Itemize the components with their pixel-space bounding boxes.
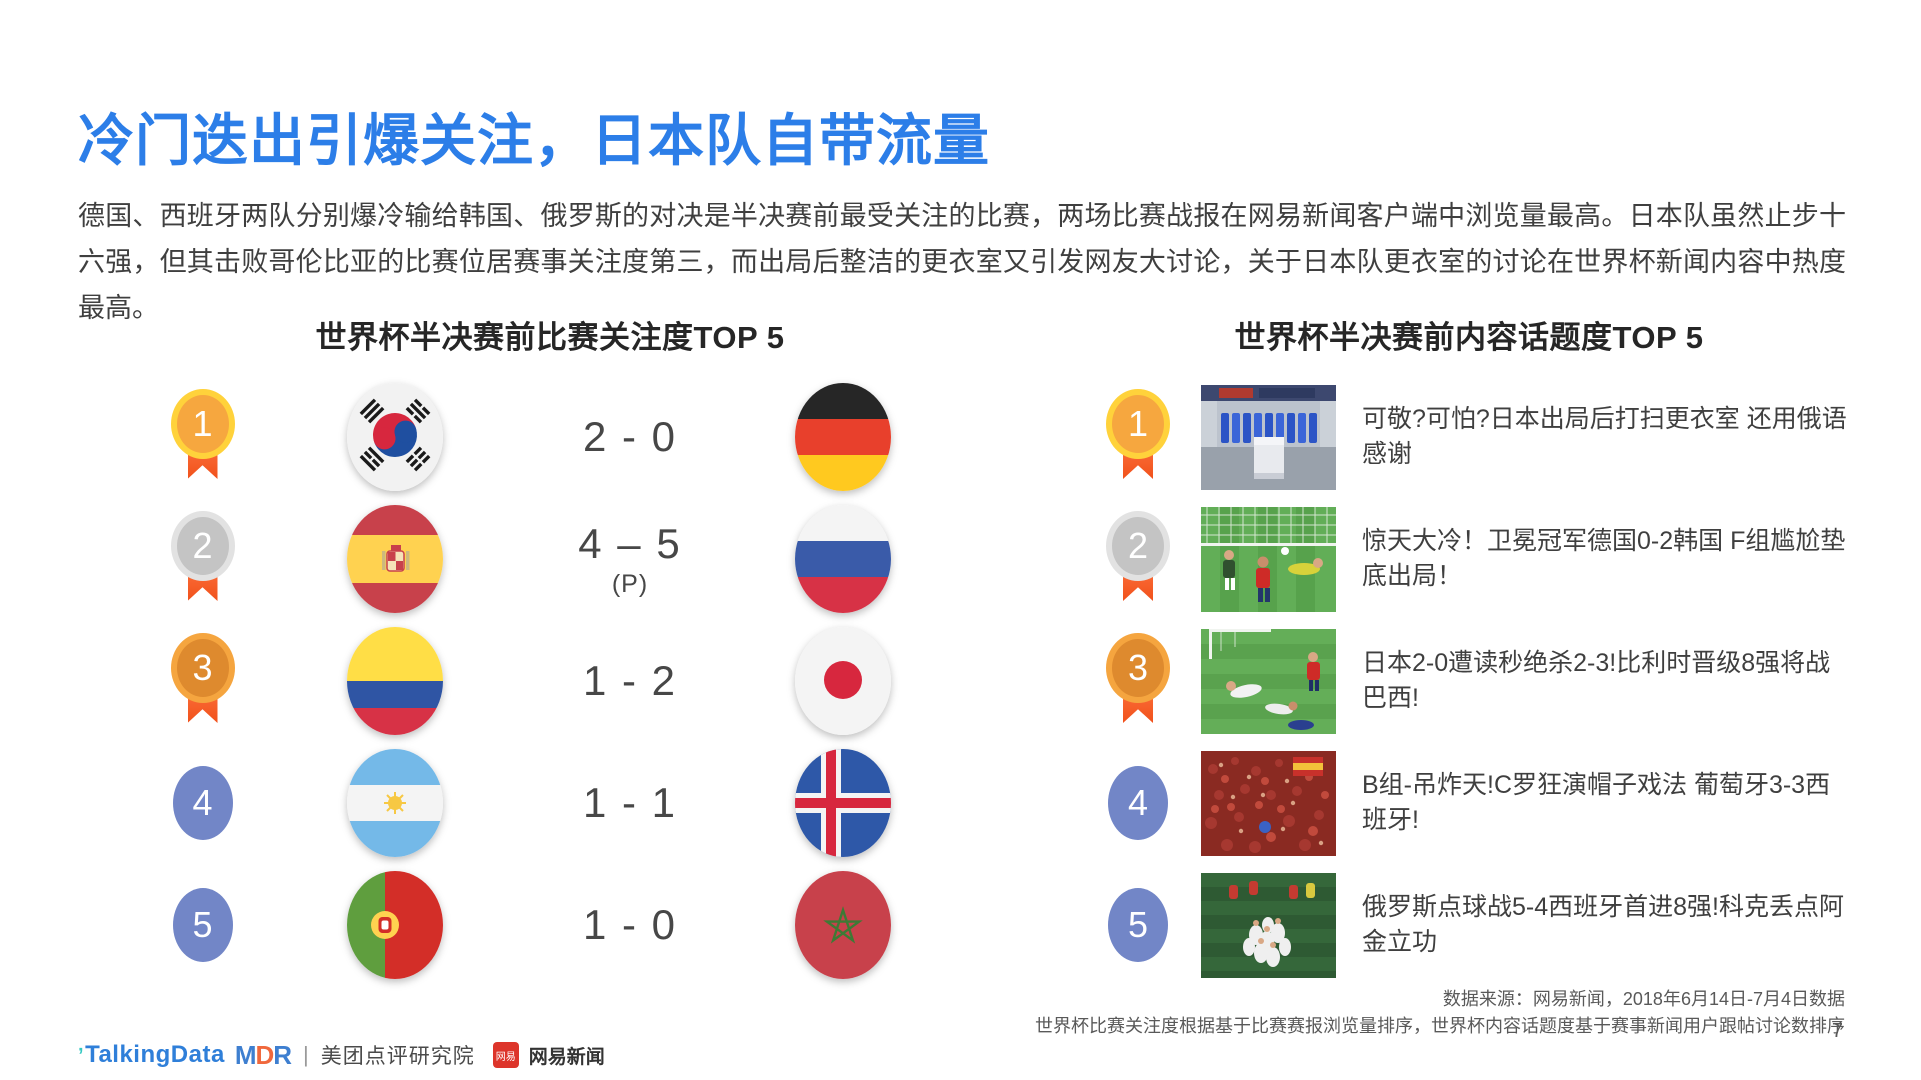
rank-5-badge: 5 [1108, 888, 1168, 962]
flag-iceland-icon [794, 749, 891, 857]
news-headline: 日本2-0遭读秒绝杀2-3!比利时晋级8强将战巴西! [1362, 649, 1831, 712]
flag-japan-icon [794, 627, 891, 735]
rank-number: 1 [192, 403, 213, 444]
gold-medal-icon: 1 [1106, 389, 1170, 485]
match-score: 4 – 5 [578, 519, 682, 567]
intro-paragraph: 德国、西班牙两队分别爆冷输给韩国、俄罗斯的对决是半决赛前最受关注的比赛，两场比赛… [78, 201, 1846, 323]
data-source-note: 数据来源：网易新闻，2018年6月14日-7月4日数据 世界杯比赛关注度根据基于… [1035, 986, 1845, 1040]
silver-medal-icon: 2 [1106, 511, 1170, 607]
match-score: 1 - 1 [582, 779, 678, 826]
match-row-3: 3 1 - 2 [150, 620, 960, 742]
flag-russia-icon [794, 505, 891, 613]
topic-ranking-list: 1 [1088, 376, 1852, 986]
flag-germany-icon [794, 383, 891, 491]
match-score: 1 - 0 [582, 901, 678, 948]
source-line-1: 数据来源：网易新闻，2018年6月14日-7月4日数据 [1442, 989, 1845, 1009]
match-score: 2 - 0 [582, 413, 678, 460]
match-score: 1 - 2 [582, 657, 678, 704]
match-row-4: 4 1 - 1 [150, 742, 960, 864]
silver-medal-icon: 2 [170, 511, 235, 607]
flag-argentina-icon [347, 749, 443, 857]
rank-number: 2 [192, 525, 213, 566]
penalty-note: (P) [611, 569, 649, 598]
page-number: 7 [1831, 1020, 1843, 1042]
gold-medal-icon: 1 [170, 389, 235, 485]
flag-spain-icon [347, 505, 443, 613]
topic-row-4: 4 [1088, 742, 1852, 864]
flag-south-korea-icon [347, 383, 443, 491]
netease-news-logo: 网易新闻 [528, 1046, 605, 1068]
rank-number: 4 [1127, 782, 1149, 823]
flag-morocco-icon [794, 871, 891, 979]
flag-portugal-icon [347, 871, 443, 979]
topic-row-1: 1 [1088, 376, 1852, 498]
bronze-medal-icon: 3 [170, 633, 235, 729]
rank-number: 2 [1127, 525, 1149, 566]
talkingdata-tick-icon: ʼ [78, 1045, 85, 1067]
source-line-2: 世界杯比赛关注度根据基于比赛赛报浏览量排序，世界杯内容话题度基于赛事新闻用户跟帖… [1035, 1016, 1845, 1036]
rank-number: 3 [192, 647, 213, 688]
news-headline: 可敬?可怕?日本出局后打扫更衣室 还用俄语感谢 [1362, 405, 1847, 468]
meituan-dianping-institute-logo: 美团点评研究院 [320, 1045, 475, 1068]
japan-locker-room-photo [1200, 384, 1336, 490]
bronze-medal-icon: 3 [1106, 633, 1170, 729]
rank-number: 4 [192, 782, 213, 823]
footer-logos: ʼTalkingData MDR | 美团点评研究院 网易 网易新闻 [78, 1040, 605, 1070]
rank-4-badge: 4 [172, 766, 233, 840]
rank-number: 3 [1127, 647, 1149, 688]
rank-number: 5 [192, 904, 213, 945]
russia-spain-celebration-photo [1200, 872, 1336, 978]
topic-row-2: 2 [1088, 498, 1852, 620]
match-row-2: 2 4 – 5 (P) [150, 498, 960, 620]
topic-ranking-title: 世界杯半决赛前内容话题度TOP 5 [1234, 320, 1704, 355]
japan-belgium-pitch-photo [1200, 628, 1336, 734]
rank-number: 5 [1127, 904, 1149, 945]
match-ranking-list: 1 [150, 376, 960, 986]
match-ranking-title: 世界杯半决赛前比赛关注度TOP 5 [315, 320, 785, 355]
news-headline: 俄罗斯点球战5-4西班牙首进8强!科克丢点阿金立功 [1362, 893, 1844, 956]
news-headline: B组-吊炸天!C罗狂演帽子戏法 葡萄牙3-3西班牙! [1362, 771, 1831, 834]
netease-badge-icon: 网易 [492, 1042, 519, 1068]
talkingdata-logo: ʼTalkingData [78, 1041, 225, 1068]
topic-row-3: 3 日本2-0遭读秒绝杀2- [1088, 620, 1852, 742]
rank-number: 1 [1127, 403, 1149, 444]
topic-row-5: 5 [1088, 864, 1852, 986]
mdr-logo: MDR [234, 1039, 292, 1070]
flag-colombia-icon [347, 627, 443, 735]
portugal-spain-fans-photo [1200, 750, 1336, 856]
news-headline: 惊天大冷！卫冕冠军德国0-2韩国 F组尴尬垫底出局！ [1362, 527, 1846, 590]
page-title: 冷门迭出引爆关注，日本队自带流量 [78, 108, 990, 172]
rank-5-badge: 5 [172, 888, 233, 962]
logo-divider: | [303, 1042, 309, 1067]
match-row-1: 1 [150, 376, 960, 498]
germany-korea-goal-photo [1200, 506, 1336, 612]
match-row-5: 5 1 - 0 [150, 864, 960, 986]
rank-4-badge: 4 [1108, 766, 1168, 840]
